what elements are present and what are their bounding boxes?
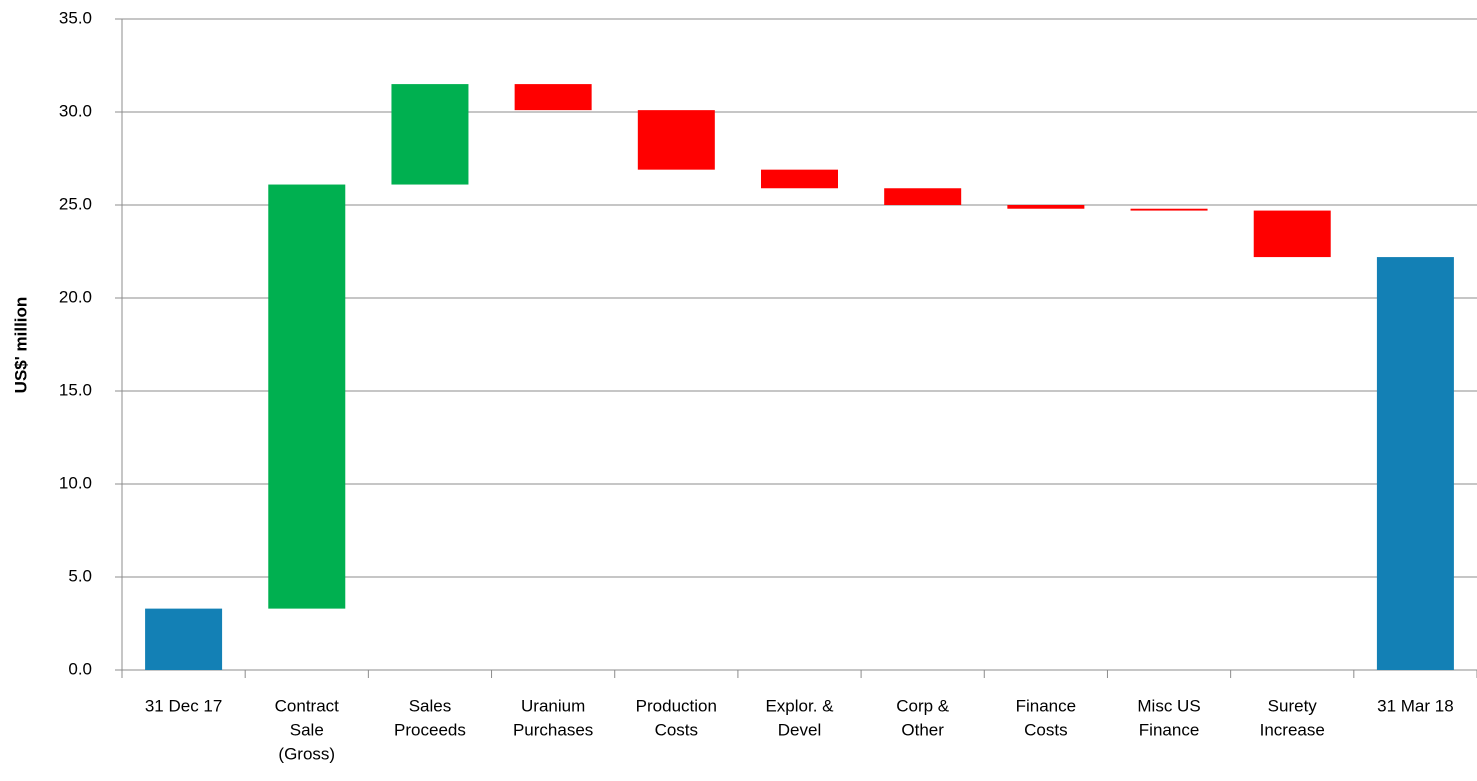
x-tick-label: Devel [778,720,821,739]
bar [1253,210,1331,258]
x-tick-label: Explor. & [765,696,834,715]
y-tick-label: 15.0 [59,380,92,399]
bar [1007,205,1085,209]
y-tick-label: 25.0 [59,194,92,213]
y-tick-label: 20.0 [59,287,92,306]
bar [637,110,715,170]
x-tick-label: Costs [655,720,698,739]
x-tick-label: Other [901,720,944,739]
x-tick-label: Misc US [1137,696,1200,715]
bar [884,188,962,205]
x-tick-label: Production [636,696,717,715]
x-tick-label: Surety [1268,696,1318,715]
bar [268,184,346,609]
x-tick-label: Sale [290,720,324,739]
bar [761,169,838,189]
x-tick-label: (Gross) [278,744,335,763]
bar [1376,257,1454,670]
y-axis-label: US$' million [11,297,30,394]
x-tick-label: Increase [1260,720,1325,739]
bar [145,608,223,670]
y-tick-label: 35.0 [59,8,92,27]
y-tick-label: 5.0 [68,566,92,585]
x-tick-label: Finance [1016,696,1076,715]
y-tick-label: 30.0 [59,101,92,120]
x-tick-label: Contract [275,696,340,715]
x-tick-label: Purchases [513,720,593,739]
bar [1130,208,1208,211]
x-tick-label: 31 Mar 18 [1377,696,1454,715]
x-tick-label: Finance [1139,720,1199,739]
bar [391,84,469,185]
y-tick-label: 0.0 [68,659,92,678]
x-tick-label: Uranium [521,696,585,715]
x-tick-label: Sales [409,696,452,715]
x-tick-label: Costs [1024,720,1067,739]
y-tick-label: 10.0 [59,473,92,492]
x-tick-label: Corp & [896,696,950,715]
bar [514,84,592,111]
x-tick-label: Proceeds [394,720,466,739]
x-tick-label: 31 Dec 17 [145,696,223,715]
